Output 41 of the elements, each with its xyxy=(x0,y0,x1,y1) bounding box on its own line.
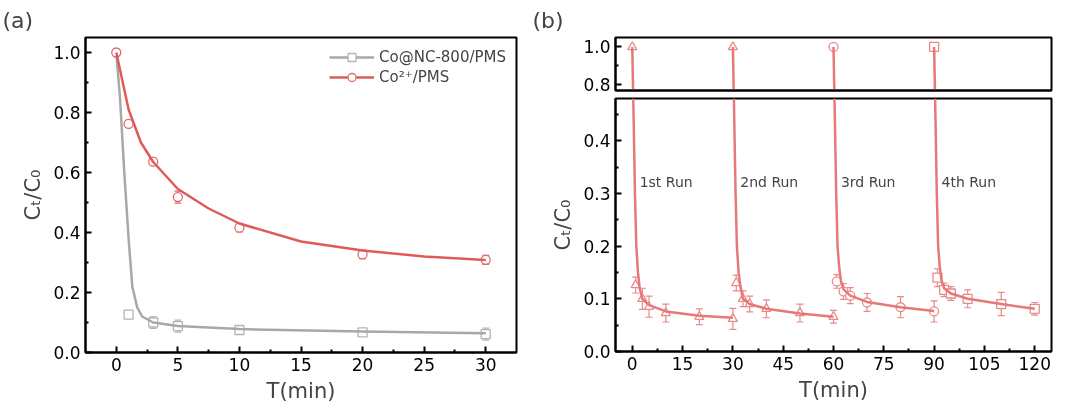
y-axis-title: Cₜ/C₀ xyxy=(551,199,576,251)
y-tick-label: 0.6 xyxy=(53,163,81,183)
annotation: 1st Run xyxy=(639,173,693,190)
x-tick-label: 30 xyxy=(474,354,497,375)
text: 0.0 xyxy=(53,343,81,363)
y-tick-label: 0.2 xyxy=(53,283,81,303)
x-tick-label: 5 xyxy=(172,354,184,375)
legend-label: Co@NC-800/PMS xyxy=(379,48,506,66)
y-tick-label: 1.0 xyxy=(53,43,81,63)
y-tick-label: 0.8 xyxy=(583,75,611,96)
x-tick-label: 105 xyxy=(968,353,1001,374)
legend-label: Co²⁺/PMS xyxy=(379,68,450,86)
x-tick-label: 45 xyxy=(772,353,795,374)
x-tick-label: 15 xyxy=(671,353,694,374)
x-axis-title: T(min) xyxy=(798,377,868,402)
annotation: 3rd Run xyxy=(840,173,896,190)
y-tick-label: 0.1 xyxy=(583,289,611,310)
x-tick-label: 0 xyxy=(110,354,122,375)
x-tick-label: 0 xyxy=(626,353,638,374)
y-tick-label: 0.8 xyxy=(53,103,81,123)
x-tick-label: 90 xyxy=(923,353,945,374)
text: 0.0 xyxy=(583,342,611,362)
chart-title: (a) xyxy=(2,7,34,33)
y-tick-label: 0.2 xyxy=(583,236,611,257)
y-tick-label: 0.4 xyxy=(583,131,611,152)
chart-title: (b) xyxy=(532,7,564,33)
x-tick-label: 75 xyxy=(872,353,895,374)
y-axis-title: Cₜ/C₀ xyxy=(21,169,46,221)
x-tick-label: 60 xyxy=(822,353,845,374)
annotation: 2nd Run xyxy=(740,173,799,190)
x-tick-label: 20 xyxy=(351,354,374,375)
x-tick-label: 15 xyxy=(290,354,312,375)
x-tick-label: 25 xyxy=(413,354,435,375)
x-tick-label: 30 xyxy=(722,353,744,374)
x-tick-label: 120 xyxy=(1018,353,1051,374)
x-axis-title: T(min) xyxy=(265,378,336,403)
y-tick-label: 0.4 xyxy=(53,223,81,243)
y-tick-label: 0.3 xyxy=(583,183,611,204)
y-tick-label: 1.0 xyxy=(583,37,611,58)
annotation: 4th Run xyxy=(941,173,997,190)
x-tick-label: 10 xyxy=(228,354,251,375)
